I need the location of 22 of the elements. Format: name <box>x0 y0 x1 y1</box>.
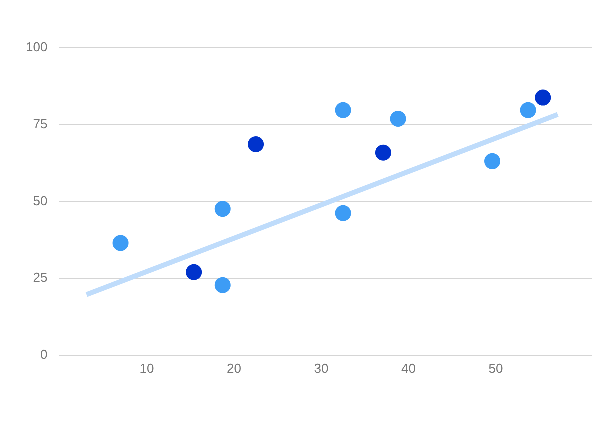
point <box>186 264 202 280</box>
x-tick-label: 20 <box>226 360 242 376</box>
x-tick-label: 10 <box>140 360 154 376</box>
point <box>390 111 406 128</box>
y-tick-label: 50 <box>33 193 48 208</box>
point <box>335 102 352 118</box>
point <box>535 90 552 106</box>
x-tick-label: 30 <box>314 360 329 376</box>
x-tick-label: 40 <box>402 360 416 376</box>
point <box>520 102 536 118</box>
y-tick-label: 100 <box>26 40 48 55</box>
point <box>214 201 231 218</box>
point <box>335 205 352 222</box>
point <box>484 153 501 170</box>
y-tick-label: 0 <box>40 346 48 362</box>
point <box>248 136 264 153</box>
x-tick-label: 50 <box>488 360 504 376</box>
y-tick-label: 25 <box>33 270 48 286</box>
point <box>112 235 129 252</box>
y-tick-label: 75 <box>33 116 48 132</box>
point <box>214 277 231 294</box>
point <box>375 144 392 161</box>
